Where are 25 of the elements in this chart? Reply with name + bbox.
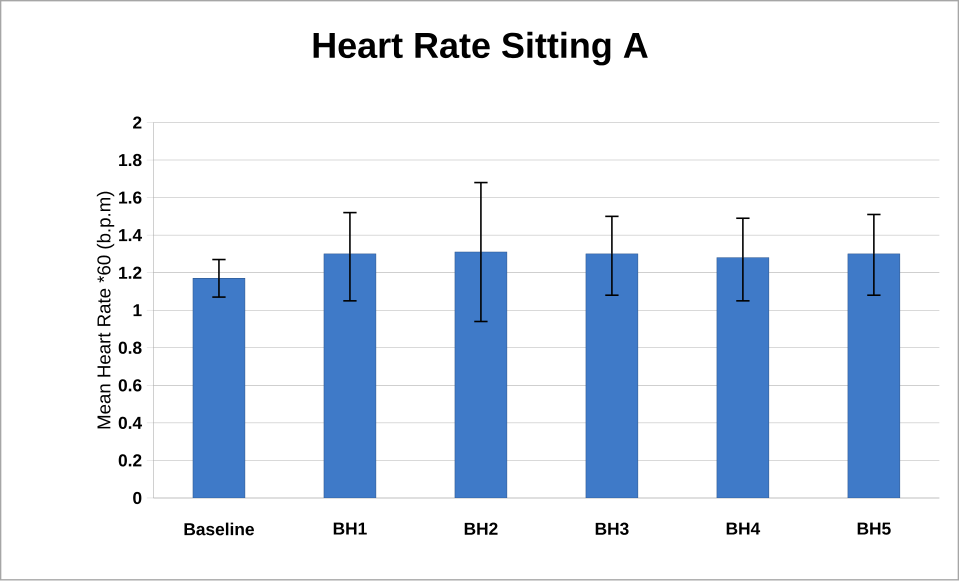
x-tick-label: BH4 xyxy=(726,522,760,535)
y-axis-title: Mean Heart Rate *60 (b.p.m) xyxy=(96,192,114,429)
bar xyxy=(716,258,770,498)
y-tick-label: 0.8 xyxy=(118,342,142,354)
x-tick-label: Baseline xyxy=(184,522,254,536)
y-tick-label: 1.8 xyxy=(119,154,142,166)
bar xyxy=(454,252,508,498)
y-tick-label: 1.2 xyxy=(119,266,142,279)
x-tick-label: BH2 xyxy=(464,522,498,535)
bar xyxy=(848,254,900,498)
y-tick-label: 1 xyxy=(134,304,142,316)
bar xyxy=(192,278,246,498)
y-tick-label: 0.4 xyxy=(118,416,142,430)
y-tick-label: 0 xyxy=(133,492,142,504)
y-tick-label: 0.6 xyxy=(118,379,142,392)
y-tick-label: 2 xyxy=(133,116,142,129)
bar xyxy=(324,254,376,498)
x-tick-label: BH3 xyxy=(596,522,629,536)
y-tick-label: 1.6 xyxy=(119,192,142,204)
y-tick-label: 1.4 xyxy=(119,229,142,242)
bar xyxy=(586,254,638,498)
chart-title: Heart Rate Sitting A xyxy=(314,32,648,66)
y-tick-label: 0.2 xyxy=(118,454,142,467)
x-tick-label: BH5 xyxy=(858,522,891,535)
x-tick-label: BH1 xyxy=(334,522,367,535)
